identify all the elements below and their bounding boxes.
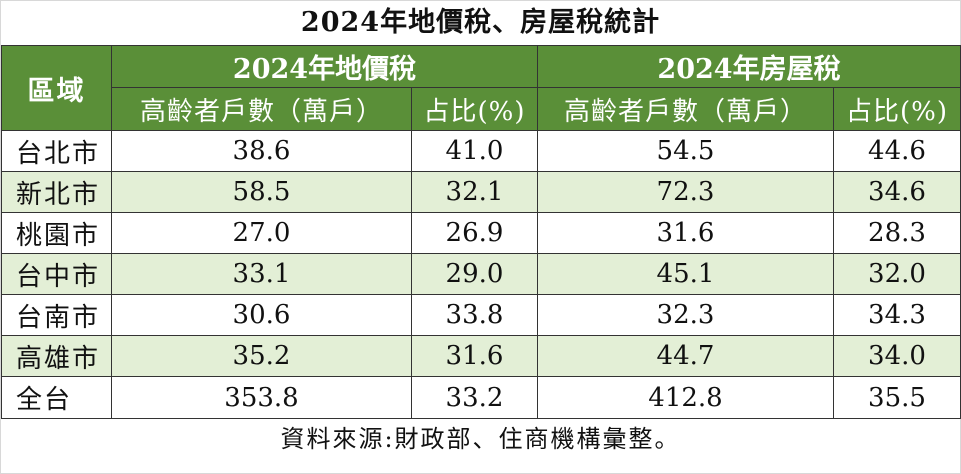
house-households-cell: 45.1 [537,253,834,295]
table-row: 台北市 38.6 41.0 54.5 44.6 [1,130,961,172]
land-households-cell: 33.1 [111,253,412,295]
house-share-cell: 44.6 [833,130,961,172]
house-households-cell: 44.7 [537,335,834,377]
house-share-cell: 34.6 [833,171,961,213]
header-land-households: 高齡者戶數（萬戶） [111,87,412,131]
tax-statistics-table: 區域 2024年地價稅 2024年房屋稅 高齡者戶數（萬戶） 占比(%) 高齡者… [1,45,961,419]
land-households-cell: 27.0 [111,212,412,254]
table-row: 高雄市 35.2 31.6 44.7 34.0 [1,335,961,377]
header-house-share: 占比(%) [833,87,961,131]
table-body: 台北市 38.6 41.0 54.5 44.6 新北市 58.5 32.1 72… [1,130,961,419]
house-households-cell: 31.6 [537,212,834,254]
header-land-share: 占比(%) [411,87,538,131]
land-households-cell: 30.6 [111,294,412,336]
land-share-cell: 26.9 [411,212,538,254]
house-households-cell: 32.3 [537,294,834,336]
table-header: 區域 2024年地價稅 2024年房屋稅 高齡者戶數（萬戶） 占比(%) 高齡者… [1,45,961,131]
table-row: 台南市 30.6 33.8 32.3 34.3 [1,294,961,336]
house-share-cell: 28.3 [833,212,961,254]
land-share-cell: 33.8 [411,294,538,336]
house-share-cell: 34.0 [833,335,961,377]
house-households-cell: 72.3 [537,171,834,213]
land-households-cell: 35.2 [111,335,412,377]
header-house-households: 高齡者戶數（萬戶） [537,87,834,131]
table-title: 2024年地價稅、房屋稅統計 [300,7,661,38]
region-cell: 桃園市 [1,212,112,254]
land-share-cell: 31.6 [411,335,538,377]
header-group-house-tax: 2024年房屋稅 [537,45,961,88]
table-row-total: 全台 353.8 33.2 412.8 35.5 [1,376,961,419]
table-row: 台中市 33.1 29.0 45.1 32.0 [1,253,961,295]
region-cell: 台中市 [1,253,112,295]
land-households-cell: 353.8 [111,376,412,419]
header-group-land-tax: 2024年地價稅 [111,45,538,88]
header-row-columns: 高齡者戶數（萬戶） 占比(%) 高齡者戶數（萬戶） 占比(%) [2,87,961,131]
region-cell: 新北市 [1,171,112,213]
house-households-cell: 54.5 [537,130,834,172]
header-region: 區域 [1,45,112,131]
land-households-cell: 58.5 [111,171,412,213]
table-row: 新北市 58.5 32.1 72.3 34.6 [1,171,961,213]
table-row: 桃園市 27.0 26.9 31.6 28.3 [1,212,961,254]
land-share-cell: 32.1 [411,171,538,213]
land-share-cell: 33.2 [411,376,538,419]
house-share-cell: 34.3 [833,294,961,336]
house-share-cell: 32.0 [833,253,961,295]
land-share-cell: 29.0 [411,253,538,295]
source-note: 資料來源:財政部、住商機構彙整。 [280,425,681,453]
land-share-cell: 41.0 [411,130,538,172]
land-households-cell: 38.6 [111,130,412,172]
house-households-cell: 412.8 [537,376,834,419]
region-cell: 高雄市 [1,335,112,377]
region-cell: 台南市 [1,294,112,336]
header-row-groups: 區域 2024年地價稅 2024年房屋稅 [1,45,961,131]
region-cell: 台北市 [1,130,112,172]
house-share-cell: 35.5 [833,376,961,419]
region-cell: 全台 [1,376,112,419]
